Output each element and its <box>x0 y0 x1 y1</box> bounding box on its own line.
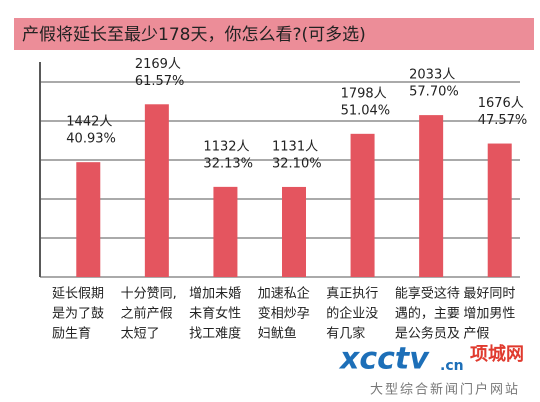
watermark-site: 项城网 <box>470 343 524 365</box>
bar <box>419 115 444 277</box>
bar <box>76 162 101 277</box>
x-tick-label: 有几家 <box>326 326 365 342</box>
percent-label: 61.57% <box>135 74 185 89</box>
bar <box>350 133 375 277</box>
x-tick-label: 是公务员及 <box>395 326 460 342</box>
x-tick-label: 增加未婚 <box>189 287 241 302</box>
bar <box>144 104 169 278</box>
value-label: 1132人 <box>203 139 249 154</box>
percent-label: 40.93% <box>66 132 116 147</box>
value-label: 2169人 <box>135 57 181 72</box>
value-label: 1798人 <box>341 86 387 101</box>
value-label: 2033人 <box>409 68 455 83</box>
x-tick-label: 之前产假 <box>121 306 173 322</box>
watermark-logo: xcctv <box>338 342 430 377</box>
x-tick-label: 能享受这待 <box>395 286 460 302</box>
x-tick-label: 真正执行 <box>326 287 378 302</box>
x-tick-label: 加速私企 <box>258 286 310 302</box>
value-label: 1442人 <box>66 115 112 130</box>
chart-title: 产假将延长至最少178天，你怎么看?(可多选) <box>22 25 366 45</box>
x-tick-label: 产假 <box>463 327 489 342</box>
value-label: 1131人 <box>272 139 318 154</box>
watermark-domain: .cn <box>440 358 464 374</box>
watermark-slogan: 大型综合新闻门户网站 <box>370 382 520 398</box>
percent-label: 57.70% <box>409 85 459 100</box>
x-tick-label: 最好同时 <box>463 287 515 302</box>
percent-label: 32.10% <box>272 156 322 171</box>
value-label: 1676人 <box>478 96 524 111</box>
x-tick-label: 延长假期 <box>52 287 104 302</box>
x-tick-label: 的企业没 <box>326 306 378 322</box>
x-tick-label: 是为了鼓 <box>52 307 104 322</box>
x-tick-label: 太短了 <box>121 327 160 342</box>
bar <box>487 143 512 277</box>
x-tick-label: 增加男性 <box>463 307 515 322</box>
title-band <box>14 18 534 50</box>
x-tick-label: 找工难度 <box>189 326 241 342</box>
x-tick-label: 十分赞同, <box>121 287 177 302</box>
x-tick-label: 妇鱿鱼 <box>258 326 297 342</box>
percent-label: 32.13% <box>203 156 253 171</box>
x-tick-label: 遇的，主要 <box>395 306 460 322</box>
watermark: xcctv .cn 项城网 大型综合新闻门户网站 <box>338 342 524 398</box>
x-tick-label: 励生育 <box>52 326 91 342</box>
bar <box>213 186 238 277</box>
percent-label: 47.57% <box>478 113 528 128</box>
bar <box>282 186 306 277</box>
x-tick-label: 变相炒孕 <box>258 306 310 322</box>
percent-label: 51.04% <box>341 103 391 118</box>
x-tick-label: 未育女性 <box>189 306 241 322</box>
